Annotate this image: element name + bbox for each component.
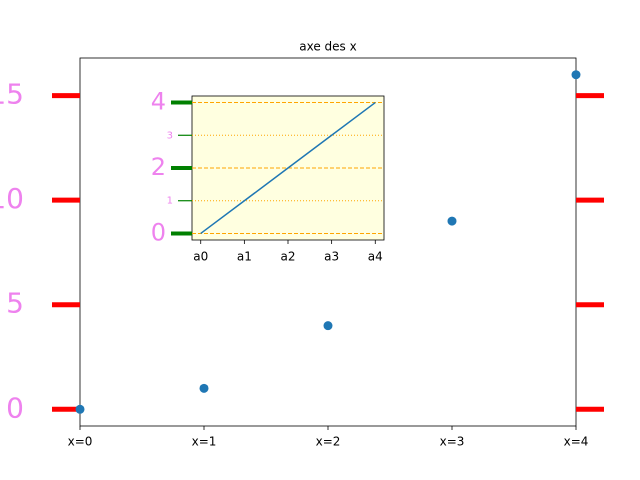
y-tick-label: 10 <box>0 182 24 215</box>
point <box>571 70 581 80</box>
y-tick-label: 4 <box>151 88 166 116</box>
chart-title: axe des x <box>299 40 356 54</box>
x-tick-label: x=4 <box>564 435 589 449</box>
x-tick-label: a0 <box>193 250 208 264</box>
x-tick-label: a1 <box>237 250 252 264</box>
point <box>323 321 333 331</box>
x-tick-label: a4 <box>368 250 383 264</box>
x-tick-label: a2 <box>281 250 296 264</box>
x-tick-label: x=1 <box>192 435 217 449</box>
y-minor-tick-label: 1 <box>167 196 173 207</box>
point <box>199 383 209 393</box>
y-tick-label: 15 <box>0 78 24 111</box>
x-tick-label: x=3 <box>440 435 465 449</box>
y-tick-label: 2 <box>151 153 166 181</box>
line <box>200 101 376 235</box>
y-tick-label: 0 <box>6 391 24 424</box>
x-tick-label: x=0 <box>68 435 93 449</box>
x-tick-label: x=2 <box>316 435 341 449</box>
y-tick-label: 0 <box>151 218 166 246</box>
y-tick-label: 5 <box>6 287 24 320</box>
point <box>75 404 85 414</box>
y-minor-tick-label: 3 <box>167 130 173 141</box>
point <box>447 216 457 226</box>
x-tick-label: a3 <box>324 250 339 264</box>
